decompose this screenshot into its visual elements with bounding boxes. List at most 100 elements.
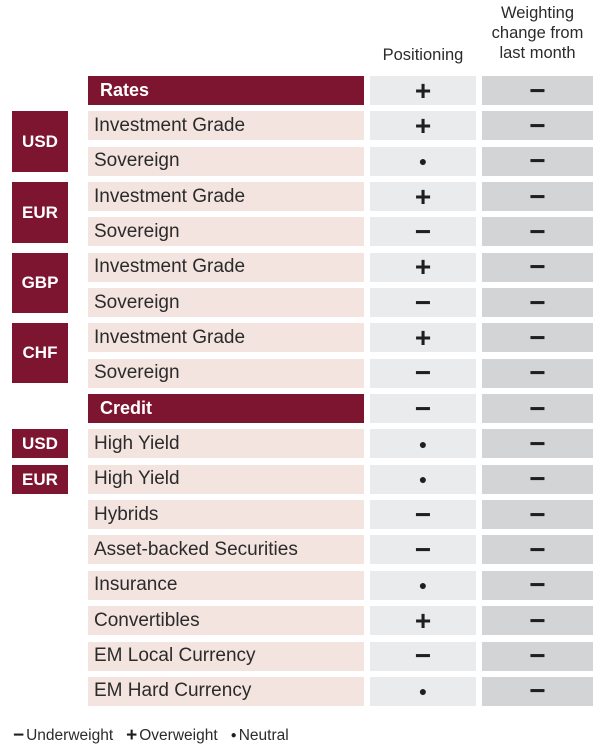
positioning-symbol: − [414,640,432,671]
weighting-cell: − [482,217,593,247]
section-label: Rates [88,76,364,105]
asset-class-label: Sovereign [88,217,364,247]
positioning-symbol: + [414,180,432,212]
positioning-symbol: ● [418,435,428,452]
legend-item-underweight: − Underweight [13,726,113,745]
column-header-positioning: Positioning [370,45,476,65]
table-row: Sovereign ● − [88,146,593,176]
weighting-cell: − [482,76,593,105]
table-body: Rates + − Investment Grade + − Sovereign… [88,76,593,706]
asset-class-label: EM Local Currency [88,641,364,671]
positioning-cell: ● [370,146,476,176]
table-row: Investment Grade + − [88,180,593,212]
weighting-cell: − [482,498,593,530]
table-row: Investment Grade + − [88,109,593,141]
weighting-symbol: − [529,498,546,530]
asset-class-label: Sovereign [88,288,364,318]
weighting-cell: − [482,180,593,212]
asset-class-label: Investment Grade [88,323,364,353]
underweight-symbol: − [13,725,25,746]
positioning-header-label: Positioning [382,46,464,64]
currency-badge-gbp-rates: GBP [12,253,68,313]
positioning-cell: − [370,394,476,424]
weighting-symbol: − [529,109,546,141]
weighting-cell: − [482,569,593,601]
weighting-symbol: − [529,74,546,106]
legend-item-neutral: ● Neutral [231,727,289,745]
weighting-symbol: − [529,569,546,601]
asset-class-label: Insurance [88,570,364,600]
legend-label: Overweight [139,726,218,744]
weighting-cell: − [482,463,593,495]
weighting-cell: − [482,109,593,141]
positioning-symbol: + [414,321,432,353]
weighting-cell: − [482,392,593,424]
weighting-symbol: − [529,675,546,707]
weighting-header-line: Weighting [500,4,575,22]
positioning-cell: ● [370,676,476,706]
weighting-cell: − [482,427,593,459]
weighting-cell: − [482,146,593,176]
positioning-symbol: + [414,74,432,106]
table-row: Hybrids − − [88,498,593,530]
table-row: EM Local Currency − − [88,640,593,671]
positioning-symbol: ● [418,471,428,488]
asset-class-label: Convertibles [88,606,364,636]
positioning-cell: ● [370,570,476,600]
positioning-symbol: − [414,498,432,530]
weighting-cell: − [482,251,593,283]
positioning-cell: − [370,640,476,671]
asset-class-label: Sovereign [88,146,364,176]
column-header-weighting-change: Weighting change from last month [470,3,600,63]
table-row: Insurance ● − [88,569,593,601]
weighting-symbol: − [529,427,546,459]
asset-class-label: Asset-backed Securities [88,535,364,565]
weighting-symbol: − [529,533,546,565]
positioning-cell: − [370,535,476,565]
table-row: Investment Grade + − [88,321,593,353]
asset-class-label: Investment Grade [88,182,364,212]
table-row: High Yield ● − [88,427,593,459]
positioning-symbol: − [414,286,432,318]
weighting-symbol: − [529,251,546,283]
positioning-symbol: ● [418,153,428,170]
weighting-header-line: change from [491,24,584,42]
positioning-cell: + [370,76,476,105]
weighting-cell: − [482,358,593,388]
positioning-symbol: ● [418,577,428,594]
positioning-symbol: − [414,215,432,247]
table-row: Sovereign − − [88,286,593,318]
weighting-symbol: − [529,180,546,212]
asset-class-label: High Yield [88,464,364,494]
currency-badge-eur-credit: EUR [12,465,68,494]
legend-item-overweight: + Overweight [126,726,218,745]
asset-class-label: EM Hard Currency [88,676,364,706]
currency-badge-usd-credit: USD [12,429,68,458]
table-row: Sovereign − − [88,215,593,247]
positioning-symbol: + [414,251,432,283]
asset-class-label: Hybrids [88,500,364,530]
weighting-symbol: − [529,604,546,636]
legend: − Underweight + Overweight ● Neutral [13,726,289,745]
table-row: Convertibles + − [88,604,593,636]
positioning-symbol: + [414,604,432,636]
positioning-cell: ● [370,464,476,494]
weighting-symbol: − [529,640,546,671]
table-row-rates: Rates + − [88,76,593,105]
positioning-symbol: − [414,357,432,389]
weighting-cell: − [482,286,593,318]
positioning-cell: − [370,498,476,530]
positioning-cell: ● [370,429,476,459]
currency-badge-usd-rates: USD [12,111,68,172]
weighting-symbol: − [529,463,546,495]
table-row: Asset-backed Securities − − [88,533,593,565]
currency-badge-chf-rates: CHF [12,323,68,383]
weighting-cell: − [482,640,593,671]
table-row-credit: Credit − − [88,392,593,424]
weighting-symbol: − [529,392,546,424]
table-row: High Yield ● − [88,463,593,495]
positioning-cell: + [370,251,476,283]
positioning-cell: − [370,286,476,318]
weighting-symbol: − [529,286,546,318]
